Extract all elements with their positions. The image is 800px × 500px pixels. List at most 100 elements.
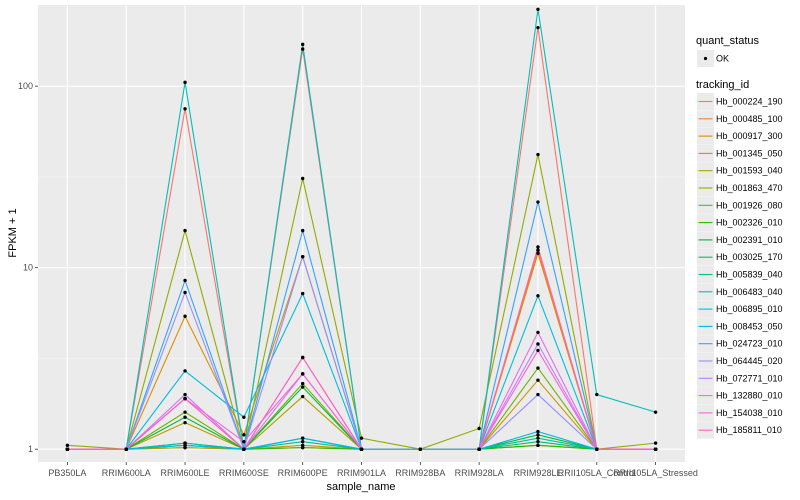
data-point — [65, 447, 70, 451]
data-point — [536, 443, 540, 448]
legend-label: Hb_006483_040 — [716, 287, 783, 297]
x-tick-label: RRIM928BA — [395, 468, 445, 478]
y-axis-title: FPKM + 1 — [7, 208, 19, 257]
data-point — [653, 441, 658, 445]
legend-label: Hb_001863_470 — [716, 183, 783, 193]
tracking-legend-title: tracking_id — [696, 79, 749, 91]
data-point — [536, 439, 540, 444]
data-point — [183, 415, 187, 419]
data-point — [477, 447, 481, 451]
data-point — [300, 42, 305, 47]
data-point — [653, 447, 658, 451]
data-point — [183, 396, 187, 401]
data-point — [536, 342, 540, 346]
legend-label: Hb_064445_020 — [716, 356, 783, 366]
data-point — [300, 385, 305, 389]
legend-label: Hb_132880_010 — [716, 391, 783, 401]
legend-label: Hb_001593_040 — [716, 166, 783, 176]
data-point — [300, 228, 305, 233]
legend-label: Hb_185811_010 — [716, 425, 782, 435]
data-point — [183, 420, 187, 425]
x-tick-label: PB350LA — [48, 468, 86, 478]
series-line — [478, 9, 656, 450]
point-legend-label: OK — [716, 54, 729, 64]
data-point — [183, 107, 187, 111]
data-point — [536, 348, 540, 353]
data-point — [536, 245, 540, 249]
axes: 1 10 100 PB350LA RRIM600LA RRIM600LE RRIM600SE… — [18, 81, 698, 478]
legend-label: Hb_024723_010 — [716, 339, 783, 349]
data-point — [536, 25, 540, 30]
data-point — [536, 152, 540, 157]
legend-label: Hb_000224_190 — [716, 97, 783, 107]
data-point — [536, 248, 540, 252]
legend-items: Hb_000224_190 Hb_000485_100 Hb_000917_300 H… — [697, 93, 783, 439]
point-legend-dot — [703, 56, 708, 61]
data-point — [300, 254, 305, 259]
grid-lines — [38, 5, 685, 462]
data-point — [536, 378, 540, 382]
legend-label: Hb_001926_080 — [716, 200, 783, 210]
data-point — [300, 439, 305, 444]
data-point — [536, 392, 540, 397]
data-point — [595, 447, 599, 451]
x-tick-label: RRIM600PE — [278, 468, 328, 478]
x-tick-label: RRIM928LA — [455, 468, 504, 478]
data-point — [300, 445, 305, 450]
data-point — [183, 80, 187, 85]
data-point — [300, 47, 305, 51]
x-tick-label: RRIM600LE — [161, 468, 210, 478]
legend-label: Hb_072771_010 — [716, 373, 783, 383]
series-line — [478, 245, 656, 450]
data-point — [300, 291, 305, 296]
data-point — [183, 443, 187, 448]
data-point — [536, 251, 540, 256]
point-legend-title: quant_status — [696, 35, 759, 47]
data-point — [183, 314, 187, 318]
legend-label: Hb_005839_040 — [716, 270, 783, 280]
data-point — [359, 447, 364, 451]
data-point — [536, 7, 540, 12]
legend-label: Hb_003025_170 — [716, 252, 783, 262]
data-point — [183, 290, 187, 295]
x-tick-label: RRII105LA_Control — [558, 468, 636, 478]
data-point — [536, 436, 540, 440]
legend-label: Hb_000485_100 — [716, 114, 783, 124]
data-point — [183, 278, 187, 283]
x-tick-label: RRIM928LE — [513, 468, 562, 478]
y-tick-label: 10 — [23, 263, 33, 273]
data-point — [536, 433, 540, 437]
data-point — [300, 176, 305, 181]
data-point — [300, 381, 305, 386]
data-point — [536, 294, 540, 298]
legend-label: Hb_000917_300 — [716, 131, 783, 141]
data-point — [183, 228, 187, 233]
data-point — [300, 355, 305, 360]
data-points — [65, 7, 658, 451]
data-point — [300, 394, 305, 399]
data-point — [242, 415, 246, 419]
data-point — [183, 392, 187, 397]
data-point — [242, 433, 246, 437]
legend-label: Hb_002326_010 — [716, 218, 783, 228]
data-point — [653, 410, 658, 414]
data-point — [124, 447, 128, 451]
legend-label: Hb_001345_050 — [716, 148, 783, 158]
legend-label: Hb_006895_010 — [716, 304, 783, 314]
data-point — [183, 369, 187, 373]
x-tick-label: RRII105LA_Stressed — [613, 468, 698, 478]
x-tick-label: RRIM600SE — [219, 468, 269, 478]
legend-label: Hb_154038_010 — [716, 408, 783, 418]
data-point — [242, 439, 246, 444]
x-tick-label: RRIM600LA — [102, 468, 151, 478]
data-point — [359, 436, 364, 440]
data-point — [595, 392, 599, 397]
data-point — [477, 426, 481, 431]
y-tick-label: 100 — [18, 81, 33, 91]
data-point — [300, 436, 305, 440]
legend-label: Hb_002391_010 — [716, 235, 783, 245]
data-point — [536, 429, 540, 434]
x-tick-label: RRIM901LA — [337, 468, 386, 478]
data-point — [65, 443, 70, 448]
data-point — [183, 410, 187, 414]
